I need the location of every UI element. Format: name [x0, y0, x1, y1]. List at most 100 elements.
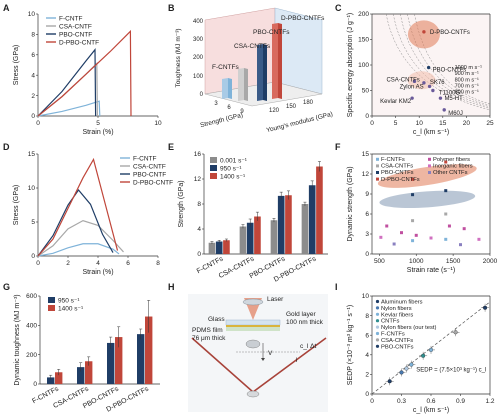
x-tick-label: 2000: [483, 258, 498, 265]
panel-letter-C: C: [335, 3, 342, 13]
bar: [55, 372, 63, 384]
legend-label: Nylon fibers: [381, 306, 412, 312]
data-point: [379, 235, 383, 239]
data-point: [453, 330, 458, 335]
x-axis-label: Strain rate (s⁻¹): [407, 267, 455, 274]
y-tick-label: 0: [31, 113, 35, 120]
panel-b-xlabel: Strength (GPa): [200, 112, 244, 129]
legend-label: D-PBO-CNTF: [59, 39, 99, 46]
bar-f-cntfs-side: [228, 78, 232, 99]
legend-label: CNTFs: [381, 319, 399, 325]
label-pdms-film: PDMS film: [192, 327, 223, 334]
legend-label: CSA-CNTFs: [381, 338, 413, 344]
contour-label: 900 m s⁻¹: [455, 71, 479, 77]
x-tick-label: 6: [126, 260, 130, 267]
y-tick-label: 12: [362, 171, 370, 178]
y-tick-label: 8: [31, 32, 35, 39]
legend-label: PBO-CNTFs: [381, 170, 414, 176]
data-point: [387, 379, 392, 384]
y-tick-label: 5: [31, 219, 35, 226]
y-tick-label: 0: [365, 391, 369, 398]
x-tick-label: 0: [36, 260, 40, 267]
label-laser: Laser: [267, 296, 284, 303]
x-tick-label: 4: [96, 260, 100, 267]
panel-h-labels: Laser Glass Gold layer 100 nm thick PDMS…: [192, 296, 324, 364]
bar: [254, 216, 261, 254]
y-axis-label: Dynamic toughness (MJ m⁻³): [14, 294, 21, 385]
data-point: [411, 177, 415, 181]
legend-label: 0.001 s⁻¹: [220, 157, 248, 164]
fit-equation: SEDP = (7.5×10³ kg⁻¹) c_l: [416, 367, 486, 373]
bar: [285, 195, 292, 254]
panel-b-xtick: 6: [227, 105, 231, 111]
panel-letter-E: E: [168, 142, 174, 152]
y-tick-label: 3: [365, 231, 369, 238]
x-tick-label: 5: [394, 120, 398, 127]
velocity-arrowhead: [261, 358, 265, 361]
data-point: [422, 30, 426, 34]
bar: [316, 166, 323, 254]
bar: [47, 377, 55, 384]
y-tick-label: 400: [26, 323, 37, 330]
legend-swatch: [376, 164, 379, 168]
panel-b-bars: [222, 23, 282, 101]
highlight-ellipse-dpbo: [407, 20, 440, 49]
panel-letter-D: D: [3, 142, 10, 152]
legend-label: Aluminum fibers: [381, 300, 423, 306]
y-axis-label: Specific energy absorption (J g⁻¹): [347, 13, 354, 117]
legend-label: PBO-CNTF: [59, 31, 92, 38]
bar: [301, 204, 309, 254]
legend-swatch: [375, 325, 380, 329]
y-tick-label: 200: [358, 11, 369, 18]
highlight-ellipse-pbo: [379, 190, 476, 208]
y-tick-label: 0: [365, 113, 369, 120]
data-point: [459, 243, 462, 247]
data-point: [444, 189, 448, 193]
series-line: [37, 29, 132, 117]
highlight-ellipse-others: [407, 71, 436, 90]
data-point: [483, 305, 488, 310]
data-point: [400, 231, 403, 235]
panel-b-ztick: 300: [193, 37, 204, 43]
panel-f: 500 1000 1500 2000 0 3 6 9 12 15 Strain rate (s⁻¹)…: [347, 151, 498, 274]
legend-swatch: [428, 164, 431, 168]
point-label: SK76: [430, 80, 445, 86]
y-tick-label: 0: [365, 251, 369, 258]
y-tick-label: 12: [194, 176, 202, 183]
bar: [137, 334, 145, 384]
label-gold-layer: Gold layer: [286, 311, 316, 318]
panel-b-ylabel: Young's modulus (GPa): [266, 111, 334, 134]
data-point: [438, 96, 443, 100]
legend-swatch: [375, 312, 380, 316]
label-glass: Glass: [208, 316, 225, 323]
y-tick-label: 6: [31, 52, 35, 59]
label-pdms-thickness: 76 μm thick: [192, 335, 226, 342]
legend-label: CSA-CNTF: [59, 23, 92, 30]
series-line: [37, 157, 119, 257]
y-tick-label: 6: [365, 211, 369, 218]
data-point: [444, 160, 448, 164]
legend-label: F-CNTFs: [381, 157, 405, 163]
bar-csa-cntfs-side: [244, 68, 248, 101]
panel-b-ztick: 400: [193, 19, 204, 25]
x-tick-label: 0.9: [456, 398, 465, 405]
gold-layer: [226, 325, 280, 327]
legend-label: 1400 s⁻¹: [58, 305, 84, 312]
data-point: [431, 88, 435, 93]
x-tick-label: 1.2: [485, 398, 494, 405]
y-axis-label: SEDP (×10⁻³ m³ kg⁻¹ s⁻¹): [347, 305, 354, 385]
panel-b-xtick: 3: [214, 101, 218, 107]
legend-label: F-CNTFs: [381, 332, 405, 338]
y-tick-label: 0: [31, 253, 35, 260]
panel-b-x-ticks: 3 6 9: [214, 101, 244, 115]
data-point: [412, 79, 417, 84]
highlight-ellipse-dpbo: [377, 164, 477, 188]
x-tick-label: 8: [156, 260, 160, 267]
x-tick-label: 0: [370, 398, 374, 405]
legend-label: F-CNTF: [133, 155, 156, 162]
label-gold-thickness: 100 nm thick: [286, 319, 324, 326]
label-l: l: [296, 357, 298, 364]
y-axis-label: Dynamic strength (GPa): [347, 166, 354, 241]
